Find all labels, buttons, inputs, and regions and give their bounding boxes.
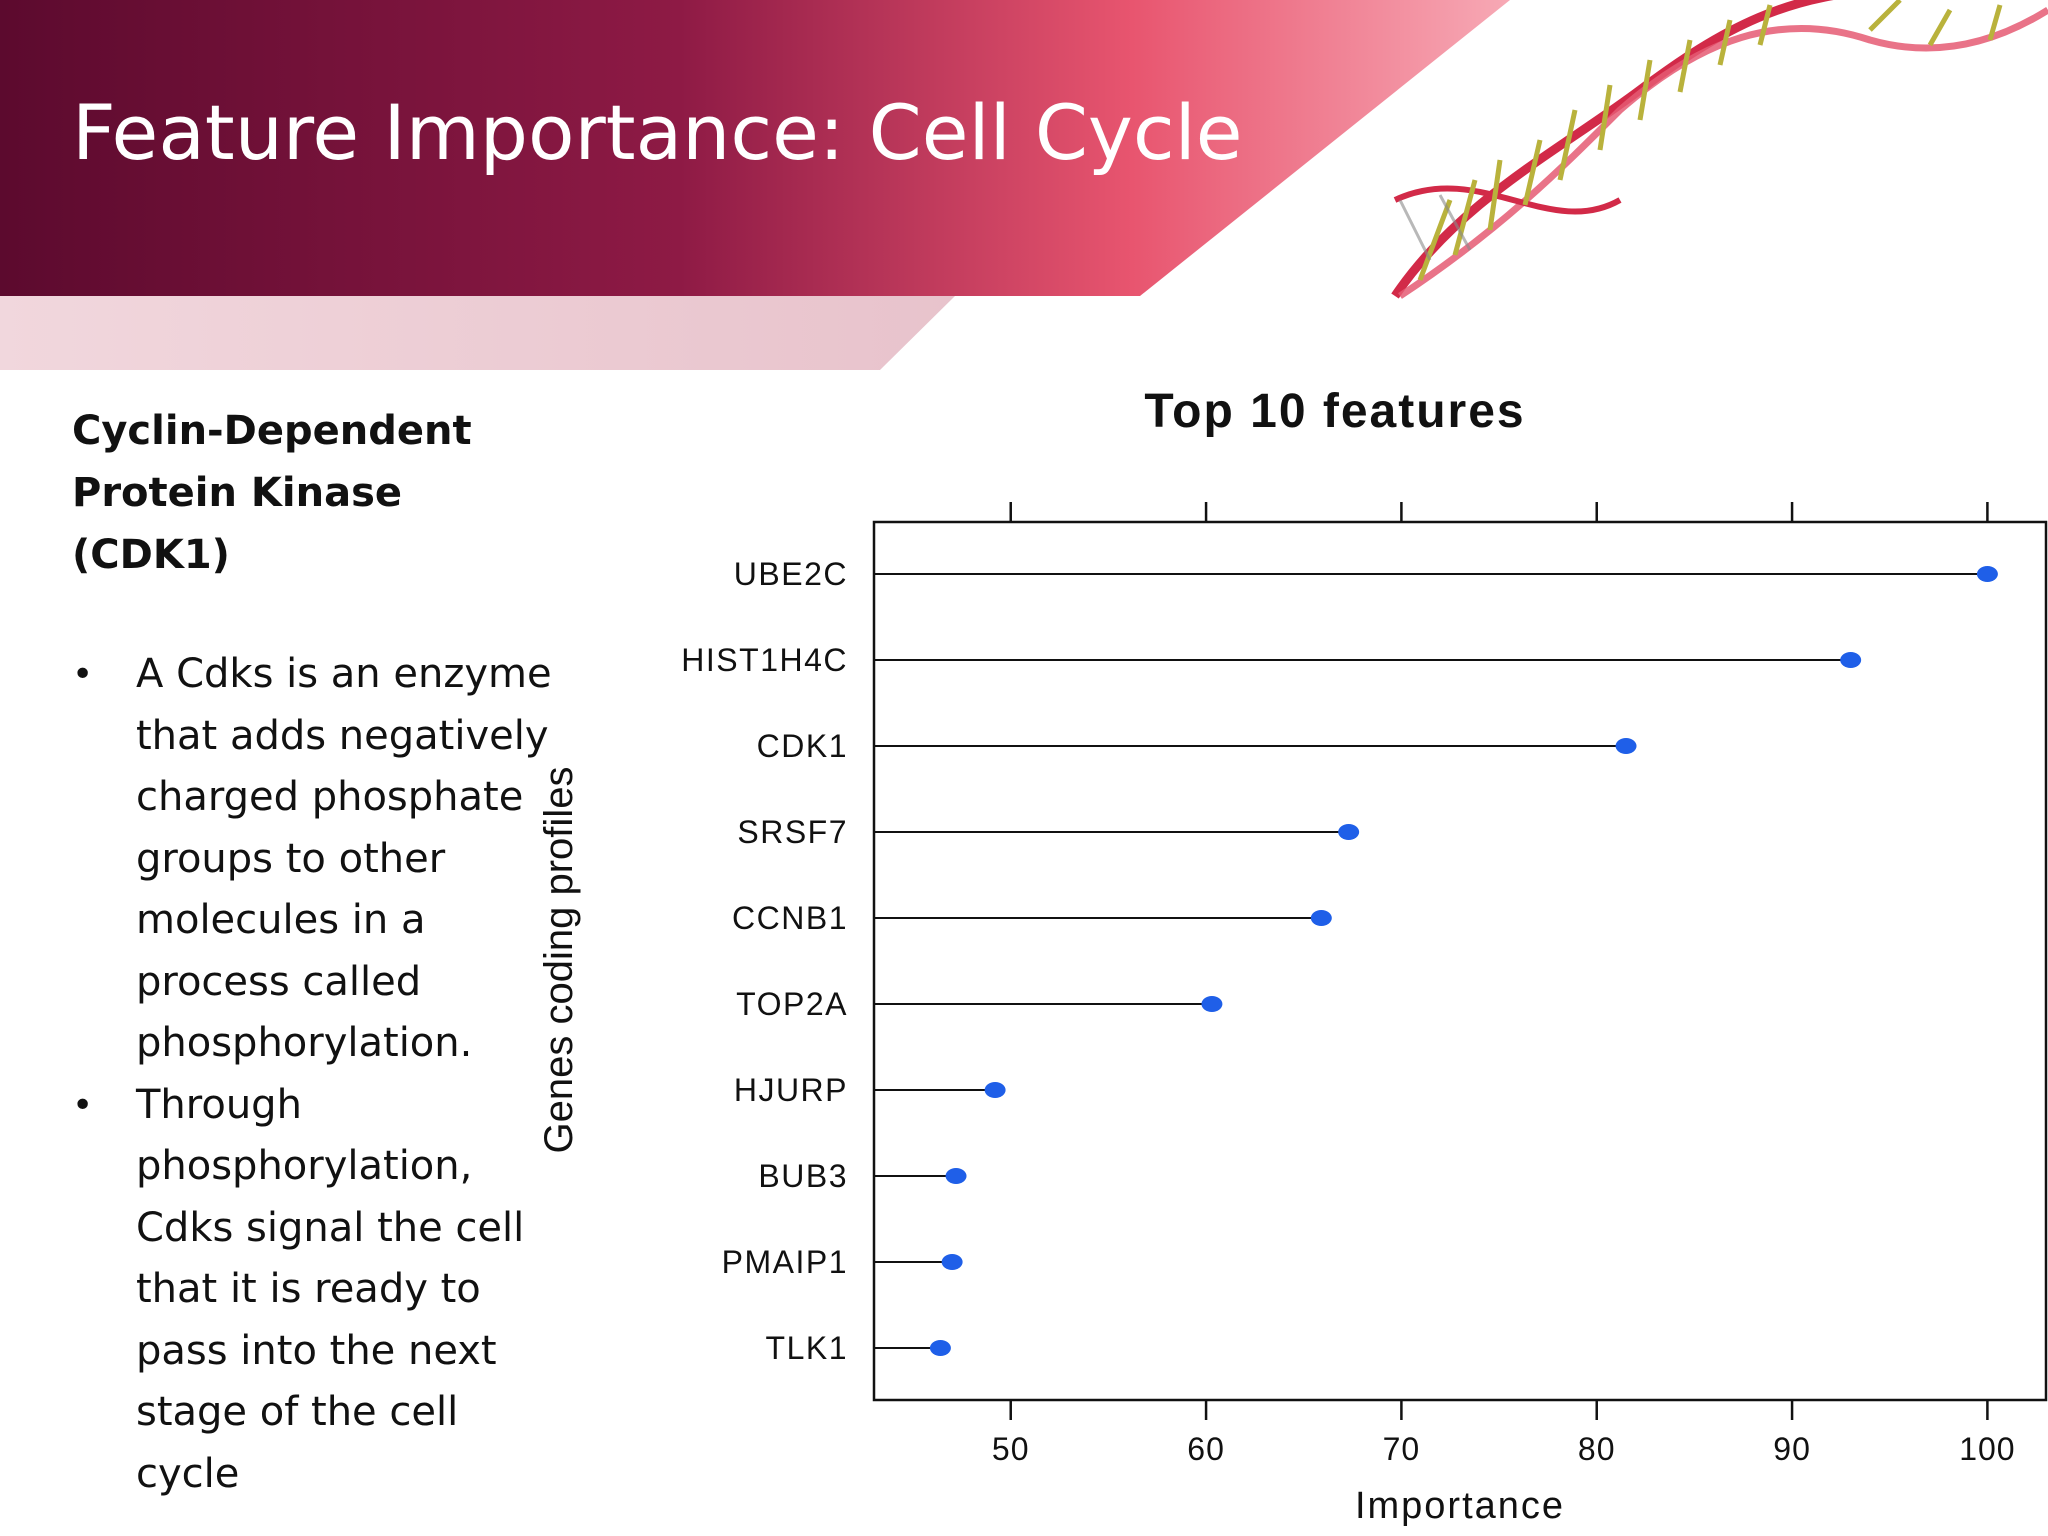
x-axis-label: Importance	[1355, 1485, 1565, 1527]
y-category-label: TLK1	[766, 1330, 848, 1366]
y-category-labels: UBE2C HIST1H4C CDK1 SRSF7 CCNB1 TOP2A HJURP BUB…	[681, 556, 848, 1366]
header-banner	[0, 0, 2048, 370]
y-category-label: UBE2C	[734, 556, 848, 592]
dna-helix-icon	[1391, 0, 2048, 299]
data-point	[929, 1340, 951, 1356]
x-tick-label: 60	[1187, 1431, 1225, 1467]
y-category-label: BUB3	[758, 1158, 848, 1194]
data-point	[1338, 824, 1360, 840]
bullet-icon: •	[72, 654, 94, 695]
x-tick-label: 100	[1959, 1431, 2015, 1467]
top-tick-marks	[1009, 502, 1989, 522]
y-category-label: TOP2A	[736, 986, 848, 1022]
subtitle-line-1: Cyclin-Dependent	[72, 408, 472, 454]
bullet-icon: •	[72, 1084, 94, 1126]
x-tick-label: 90	[1773, 1431, 1811, 1467]
y-category-label: SRSF7	[737, 814, 848, 850]
bullet-text: A Cdks is an enzyme that adds negatively…	[136, 651, 552, 1066]
header-gradient	[0, 0, 1510, 296]
data-point	[984, 1082, 1006, 1098]
data-point	[945, 1168, 967, 1184]
x-tick-label: 80	[1578, 1431, 1616, 1467]
slide-title: Feature Importance: Cell Cycle	[72, 88, 1243, 177]
data-point	[1840, 652, 1862, 668]
subtitle: Cyclin-Dependent Protein Kinase (CDK1)	[72, 400, 572, 586]
dot-chart: Top 10 features 50 60 70 80 90 100 UBE2C HIST1…	[537, 385, 2048, 1527]
bullet-list: • A Cdks is an enzyme that adds negative…	[72, 644, 572, 1505]
x-tick-label: 70	[1383, 1431, 1421, 1467]
data-point	[1310, 910, 1332, 926]
bottom-tick-marks	[1009, 1400, 1989, 1420]
bullet-item: • A Cdks is an enzyme that adds negative…	[72, 644, 572, 1075]
y-category-label: CCNB1	[732, 900, 848, 936]
data-point	[1201, 996, 1223, 1012]
data-point	[1615, 738, 1637, 754]
text-column: Cyclin-Dependent Protein Kinase (CDK1) •…	[72, 400, 572, 1505]
data-point	[1976, 566, 1998, 582]
points	[929, 566, 1998, 1356]
bullet-text: Through phosphorylation, Cdks signal the…	[136, 1081, 525, 1497]
y-category-label: HJURP	[734, 1072, 848, 1108]
data-point	[941, 1254, 963, 1270]
y-axis-label: Genes coding profiles	[537, 767, 581, 1154]
plot-frame	[872, 520, 2048, 1402]
header-strip	[0, 296, 955, 370]
x-tick-label: 50	[992, 1431, 1030, 1467]
stems	[874, 573, 1988, 1349]
x-tick-labels: 50 60 70 80 90 100	[992, 1431, 2015, 1467]
chart-title: Top 10 features	[1144, 385, 1525, 438]
y-category-label: CDK1	[757, 728, 848, 764]
y-category-label: HIST1H4C	[681, 642, 848, 678]
subtitle-line-2: Protein Kinase (CDK1)	[72, 470, 402, 578]
bullet-item: • Through phosphorylation, Cdks signal t…	[72, 1075, 572, 1506]
y-category-label: PMAIP1	[722, 1244, 848, 1280]
